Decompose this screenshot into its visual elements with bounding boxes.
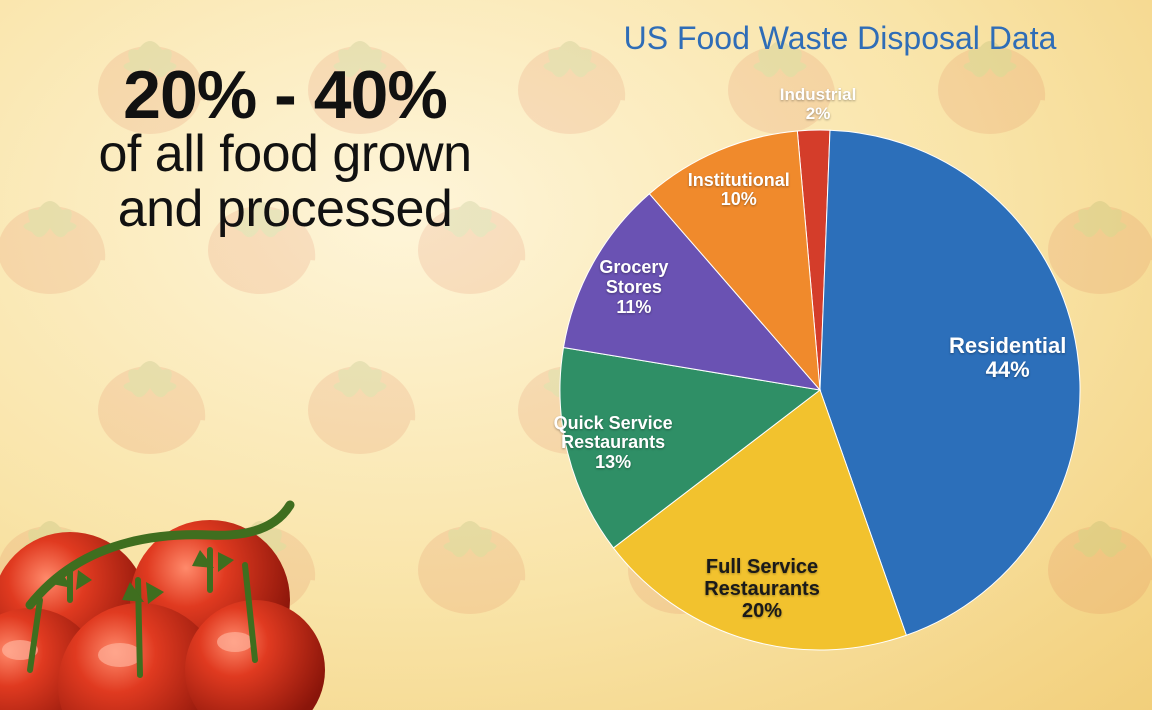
headline-rest: of all food grown and processed: [50, 127, 520, 236]
slide-stage: 20% - 40% of all food grown and processe…: [0, 0, 1152, 710]
tomato-cluster-image: [0, 410, 340, 710]
pie-slice-label: Industrial 2%: [728, 86, 908, 123]
pie-slice-label: Residential 44%: [918, 334, 1098, 382]
pie-chart: Industrial 2% Residential 44% Full Service…: [520, 80, 1120, 680]
pie-slice-label: Quick Service Restaurants 13%: [523, 414, 703, 473]
headline-block: 20% - 40% of all food grown and processe…: [50, 60, 520, 237]
headline-big: 20% - 40%: [50, 60, 520, 131]
pie-slice-label: Institutional 10%: [649, 171, 829, 211]
pie-slice-label: Grocery Stores 11%: [544, 258, 724, 317]
chart-title: US Food Waste Disposal Data: [560, 20, 1120, 57]
pie-slice-label: Full Service Restaurants 20%: [672, 556, 852, 622]
